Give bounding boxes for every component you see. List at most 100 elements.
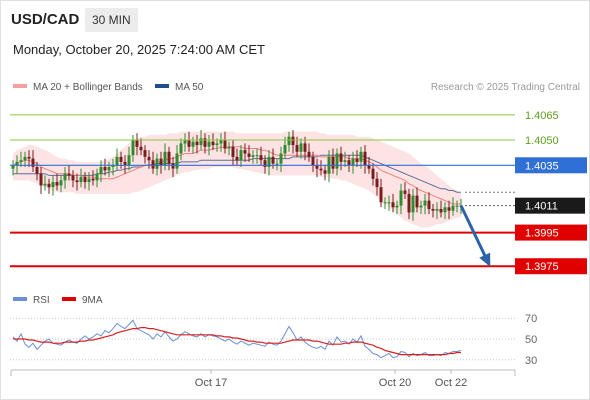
candle-body [255, 155, 259, 157]
candle-body [323, 170, 327, 174]
rsi-tick-30: 30 [525, 355, 537, 367]
candle [307, 143, 311, 162]
candle [263, 155, 267, 174]
candle [223, 131, 227, 154]
rsi-panel: 70 50 30 [10, 313, 537, 367]
x-tick-label: Oct 22 [435, 377, 467, 389]
candle [455, 200, 459, 213]
candle-body [235, 156, 239, 161]
candle [415, 187, 419, 213]
resistance-label: 1.4035 [525, 160, 559, 172]
candle [127, 146, 131, 171]
price-level-1.3995: 1.3995 [10, 224, 587, 241]
candle-body [191, 141, 195, 147]
x-tick-label: Oct 17 [195, 377, 227, 389]
candle-body [127, 155, 131, 166]
projection-arrow-shaft [459, 205, 491, 265]
candle-body [239, 150, 243, 161]
candle-body [95, 173, 99, 181]
candle-body [203, 138, 207, 147]
candle [215, 138, 219, 152]
candle [63, 167, 67, 189]
candle-body [79, 177, 83, 183]
candle-body [319, 168, 323, 171]
candle-body [27, 156, 31, 159]
candle-body [275, 163, 279, 165]
candle-body [159, 158, 163, 166]
candle [391, 193, 395, 213]
candle [311, 151, 315, 172]
candle-body [279, 153, 283, 164]
candle-body [131, 140, 135, 156]
candle [187, 131, 191, 152]
candle-body [19, 160, 23, 162]
price-level-1.3975: 1.3975 [10, 258, 587, 275]
candle-body [295, 145, 299, 152]
level-label: 1.4065 [525, 110, 559, 122]
candle-body [303, 143, 307, 152]
candle-body [359, 151, 363, 162]
symbol-title: USD/CAD [11, 11, 80, 28]
candle [159, 151, 163, 174]
price-levels-layer: 1.4065 1.4050 1.4035 1.4011 1.3995 1.3975 [10, 110, 587, 275]
candle-body [115, 156, 119, 166]
candle-body [435, 209, 439, 211]
candle [47, 178, 51, 194]
interval-button[interactable]: 30 MIN [85, 8, 138, 32]
candle [407, 188, 411, 220]
candle-body [347, 160, 351, 166]
candle-body [59, 180, 63, 186]
candle-body [411, 195, 415, 213]
candle [427, 192, 431, 215]
candle-body [163, 151, 167, 166]
candle-body [311, 156, 315, 166]
candle-body [291, 136, 295, 146]
candle [135, 133, 139, 156]
candle-body [63, 173, 67, 181]
candle-body [23, 156, 27, 161]
candle-body [383, 202, 387, 204]
candle-body [71, 175, 75, 181]
candle [231, 140, 235, 166]
candle [251, 150, 255, 164]
rsi-ma-legend-swatch [62, 297, 76, 301]
candle [139, 138, 143, 156]
chart-datetime: Monday, October 20, 2025 7:24:00 AM CET [13, 42, 265, 57]
candle [371, 163, 375, 186]
rsi-legend-swatch [13, 297, 27, 301]
x-tick-label: Oct 20 [379, 377, 411, 389]
candle-body [43, 183, 47, 186]
candle-body [363, 151, 367, 166]
candle [99, 160, 103, 183]
candle-body [211, 141, 215, 146]
rsi-tick-50: 50 [525, 334, 537, 346]
candle [43, 175, 47, 191]
candle-body [51, 182, 55, 188]
candle [167, 146, 171, 171]
candlestick-layer [11, 130, 463, 221]
candle [191, 136, 195, 154]
ma50-legend-swatch [155, 84, 169, 88]
candle-body [207, 141, 211, 147]
candle [183, 133, 187, 152]
rsi-legend-label: RSI [33, 295, 50, 306]
candle [103, 158, 107, 176]
candle [319, 160, 323, 176]
candle-body [371, 168, 375, 179]
candle-body [219, 140, 223, 144]
candle [303, 136, 307, 161]
candle-body [199, 138, 203, 146]
candle-body [83, 177, 87, 183]
candle [87, 172, 91, 191]
candle-body [55, 182, 59, 186]
projection-arrow-head [479, 252, 491, 267]
candle-body [283, 145, 287, 154]
candle-body [31, 158, 35, 167]
candle-body [423, 200, 427, 206]
ma50-legend-label: MA 50 [175, 82, 204, 93]
candle [379, 178, 383, 208]
candle-body [147, 156, 151, 161]
candle-body [11, 165, 15, 169]
candle [175, 145, 179, 174]
candle-body [67, 173, 71, 176]
